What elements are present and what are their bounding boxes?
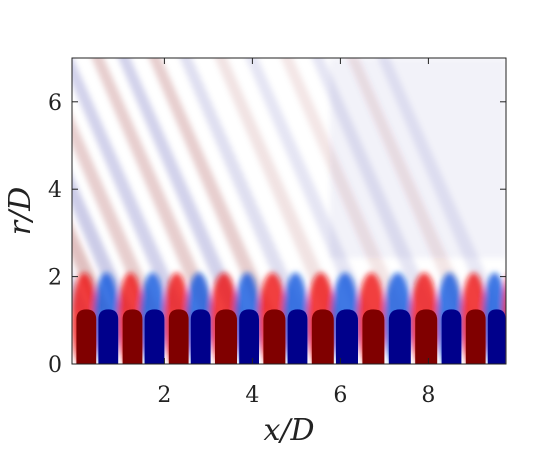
negative-column [190, 309, 211, 364]
y-tick-label: 6 [48, 91, 62, 116]
wave-bands [72, 58, 506, 312]
positive-column [168, 309, 189, 364]
wave-band [214, 58, 340, 312]
plot-frame [71, 57, 507, 365]
negative-column [487, 309, 506, 364]
positive-column [215, 309, 237, 364]
positive-column [508, 309, 517, 364]
contour-field [72, 58, 517, 364]
positive-column [415, 309, 438, 364]
positive-column [311, 309, 334, 364]
y-tick-label: 2 [48, 266, 62, 291]
negative-column [239, 309, 259, 364]
axis-ticks: 2 4 6 8 0 2 4 6 [48, 58, 506, 408]
y-axis-label: r/D [3, 187, 38, 236]
wave-band [118, 58, 243, 312]
negative-column [98, 309, 119, 364]
x-tick-label: 2 [157, 383, 171, 408]
positive-column [362, 309, 385, 364]
positive-column [465, 309, 486, 364]
x-tick-label: 4 [245, 383, 259, 408]
y-tick-label: 4 [48, 178, 62, 203]
column-cores [76, 309, 517, 364]
negative-column [287, 309, 308, 364]
wave-band [91, 58, 217, 312]
wave-band [179, 58, 305, 312]
wave-band [148, 58, 274, 312]
negative-column [388, 309, 411, 364]
wave-band [72, 174, 133, 312]
x-tick-label: 6 [333, 383, 347, 408]
light-wash [330, 58, 506, 258]
wave-band [72, 115, 160, 312]
negative-column [336, 309, 358, 364]
negative-column [441, 309, 462, 364]
positive-column [263, 309, 286, 364]
x-tick-label: 8 [421, 383, 435, 408]
y-tick-label: 0 [48, 353, 62, 378]
positive-column [76, 309, 97, 364]
negative-column [144, 309, 165, 364]
positive-column [122, 309, 143, 364]
x-axis-label: x/D [263, 413, 314, 448]
wave-band [72, 58, 186, 312]
